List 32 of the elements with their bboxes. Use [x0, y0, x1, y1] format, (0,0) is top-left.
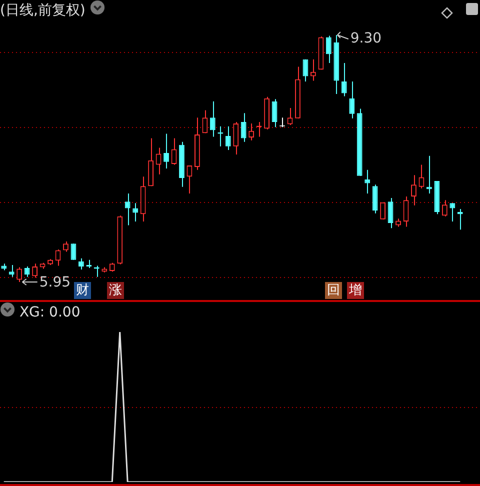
- candlestick: [326, 35, 332, 64]
- candlestick: [16, 266, 22, 282]
- candlestick: [349, 80, 355, 119]
- text: 涨: [107, 282, 124, 299]
- candlestick: [210, 100, 216, 138]
- candlestick: [156, 147, 162, 175]
- text: 回: [325, 282, 342, 299]
- candlestick: [364, 169, 370, 194]
- candlestick: [310, 58, 316, 82]
- candlestick: [225, 126, 231, 151]
- annotation: 9.30: [350, 30, 382, 47]
- candlestick: [124, 193, 130, 226]
- text: 财: [74, 282, 91, 299]
- candlestick: [164, 133, 169, 169]
- chart-title: (日线,前复权): [0, 2, 86, 18]
- candlestick: [442, 200, 448, 217]
- candlestick: [450, 202, 456, 222]
- candlestick: [372, 184, 378, 214]
- candlestick: [202, 110, 208, 134]
- candlestick: [148, 138, 154, 187]
- candlestick: [233, 122, 239, 155]
- candlestick: [240, 112, 246, 142]
- annotation: 5.95: [39, 274, 71, 291]
- chart-title: XG: 0.00: [19, 304, 80, 320]
- text: 增: [347, 282, 364, 299]
- candlestick: [341, 62, 347, 97]
- candlestick: [411, 174, 416, 206]
- candlestick: [78, 258, 84, 270]
- candlestick: [32, 263, 38, 278]
- candlestick: [8, 264, 14, 278]
- candlestick: [248, 122, 254, 141]
- candlestick: [24, 266, 30, 278]
